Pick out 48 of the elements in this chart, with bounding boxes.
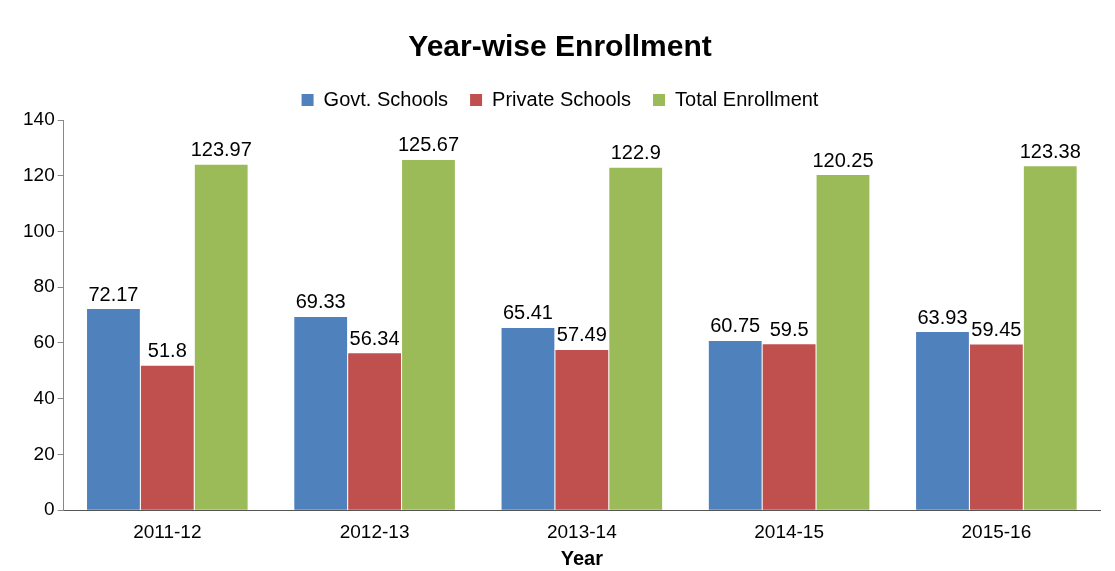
data-label: 51.8: [147, 339, 187, 362]
legend-label: Govt. Schools: [323, 87, 449, 110]
data-label: 65.41: [502, 301, 553, 324]
x-axis-title: Year: [560, 546, 604, 569]
bar: [969, 344, 1023, 510]
y-tick-label: 120: [23, 163, 55, 185]
bar: [140, 365, 194, 510]
bar: [294, 316, 348, 510]
data-label: 56.34: [349, 326, 400, 349]
x-tick-label: 2012-13: [339, 520, 410, 542]
y-tick-label: 60: [33, 331, 55, 353]
y-tick-label: 100: [23, 219, 55, 241]
y-tick-label: 140: [23, 108, 55, 130]
x-tick-label: 2013-14: [546, 520, 618, 542]
data-label: 123.38: [1019, 139, 1081, 162]
x-tick-label: 2011-12: [133, 520, 202, 542]
data-label: 123.97: [190, 138, 252, 161]
bar: [194, 164, 248, 510]
data-label: 63.93: [917, 305, 968, 328]
bar: [762, 344, 816, 510]
data-label: 122.9: [610, 141, 661, 164]
bar: [916, 332, 969, 510]
data-label: 60.75: [710, 314, 761, 337]
data-label: 69.33: [295, 290, 346, 313]
x-tick-label: 2014-15: [754, 520, 824, 542]
bar: [708, 340, 762, 510]
y-tick-label: 0: [44, 498, 55, 520]
bar: [609, 167, 663, 510]
data-label: 57.49: [556, 323, 607, 346]
bar: [1023, 166, 1077, 510]
legend-label: Total Enrollment: [675, 87, 819, 110]
data-label: 59.5: [769, 317, 809, 340]
y-tick-label: 40: [33, 386, 55, 408]
data-label: 59.45: [971, 318, 1022, 341]
y-tick-label: 20: [33, 442, 55, 464]
bar: [555, 349, 609, 510]
bar: [816, 175, 870, 510]
x-tick-label: 2015-16: [961, 520, 1032, 542]
bar: [501, 327, 555, 510]
bar: [402, 159, 455, 510]
bar: [348, 353, 401, 510]
bar: [87, 309, 140, 510]
data-label: 125.67: [397, 133, 460, 156]
data-label: 72.17: [88, 282, 139, 305]
data-label: 120.25: [812, 148, 874, 171]
y-tick-label: 80: [33, 275, 55, 297]
legend-label: Private Schools: [492, 87, 632, 110]
chart-title: Year-wise Enrollment: [408, 29, 712, 63]
